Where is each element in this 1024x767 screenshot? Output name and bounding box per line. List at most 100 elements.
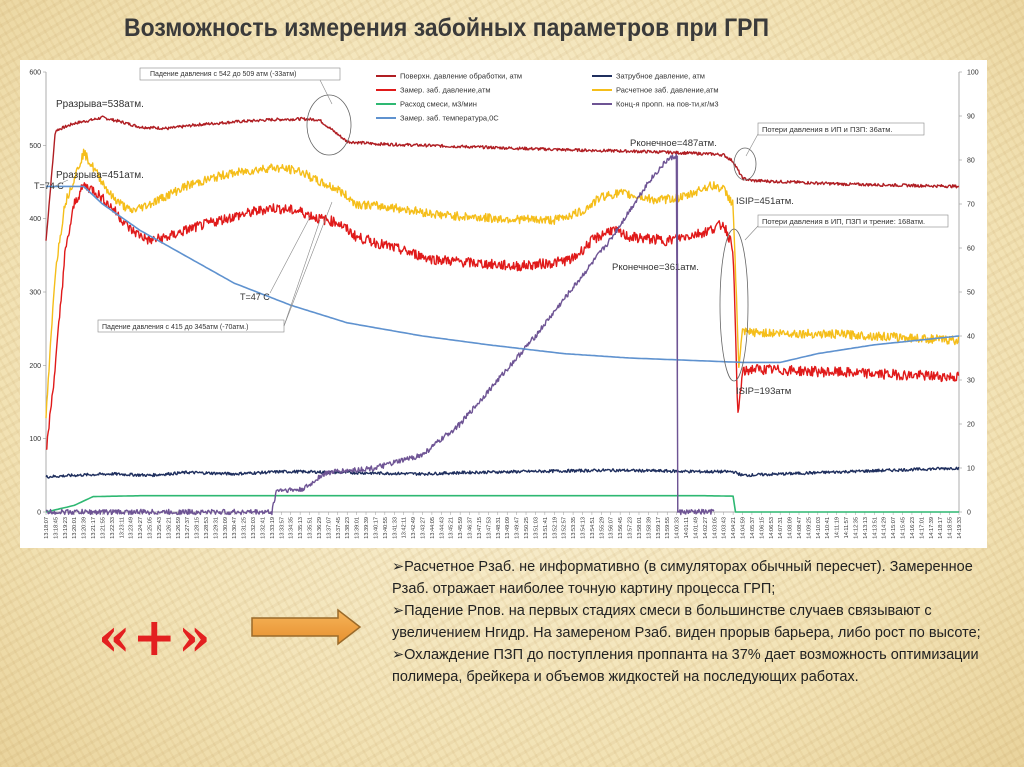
annotation-box (757, 214, 949, 228)
x-tick-label: 14:10:41 (825, 517, 831, 539)
x-tick-label: 14:06:15 (759, 517, 765, 539)
annotation-leader (283, 219, 321, 327)
annotation-ellipse (733, 147, 757, 181)
annotation-leader (319, 79, 333, 105)
x-tick-label: 13:27:37 (185, 517, 191, 539)
x-tick-label: 14:14:29 (882, 517, 888, 539)
legend-label: Затрубное давление, атм (616, 72, 705, 81)
x-tick-label: 14:11:19 (835, 517, 841, 538)
x-tick-label: 13:52:19 (552, 517, 558, 539)
x-tick-label: 13:54:51 (590, 517, 596, 539)
x-tick-label: 13:50:25 (524, 517, 530, 539)
y-right-tick-label: 90 (967, 114, 975, 121)
annotation-leader (744, 225, 759, 241)
x-tick-label: 13:59:17 (656, 517, 662, 539)
y-right-tick-label: 70 (967, 202, 975, 209)
x-tick-label: 13:56:07 (609, 517, 615, 539)
x-tick-label: 13:58:01 (637, 517, 643, 539)
annotation-ellipse (306, 94, 352, 156)
x-tick-label: 14:05:37 (750, 517, 756, 539)
y-right-tick-label: 10 (967, 466, 975, 473)
x-tick-label: 13:51:03 (533, 517, 539, 539)
annotation-leader (283, 201, 333, 327)
x-tick-label: 14:15:07 (891, 517, 897, 539)
x-tick-label: 13:47:53 (486, 517, 492, 539)
x-tick-label: 13:37:45 (336, 517, 342, 539)
x-tick-label: 13:26:21 (166, 517, 172, 539)
x-tick-label: 13:18:07 (44, 517, 50, 539)
series-line (45, 182, 960, 450)
x-tick-label: 13:35:51 (308, 517, 314, 539)
x-tick-label: 13:34:35 (289, 517, 295, 539)
x-tick-label: 13:56:45 (618, 517, 624, 539)
x-tick-label: 14:00:33 (675, 517, 681, 539)
legend-label: Замер. заб. температура,0С (400, 114, 499, 123)
x-tick-label: 14:15:45 (901, 517, 907, 539)
legend-label: Расход смеси, м3/мин (400, 100, 477, 109)
legend-label: Замер. заб. давление,атм (400, 86, 491, 95)
x-tick-label: 13:29:31 (213, 517, 219, 539)
y-left-tick-label: 100 (29, 436, 41, 443)
x-tick-label: 14:19:33 (957, 517, 963, 539)
x-tick-label: 13:43:27 (420, 517, 426, 539)
x-tick-label: 14:17:39 (929, 517, 935, 539)
x-tick-label: 13:46:37 (468, 517, 474, 539)
x-tick-label: 13:23:49 (129, 517, 135, 539)
x-tick-label: 13:20:39 (82, 517, 88, 539)
legend-label: Расчетное заб. давление,атм (616, 86, 719, 95)
annotation-leader (745, 133, 759, 157)
x-tick-label: 13:36:29 (317, 517, 323, 539)
x-tick-label: 14:13:13 (863, 517, 869, 539)
x-tick-label: 13:51:41 (543, 517, 549, 539)
x-tick-label: 14:08:47 (797, 517, 803, 539)
annotation-leader (269, 216, 311, 294)
x-tick-label: 14:03:43 (722, 517, 728, 539)
annotation-label: Т=47 С (240, 292, 270, 302)
x-tick-label: 14:04:21 (731, 517, 737, 539)
x-tick-label: 13:28:53 (204, 517, 210, 539)
y-right-tick-label: 20 (967, 422, 975, 429)
x-tick-label: 14:18:17 (938, 517, 944, 539)
x-tick-label: 13:52:57 (562, 517, 568, 539)
x-tick-label: 13:54:13 (581, 517, 587, 539)
x-tick-label: 13:49:09 (505, 517, 511, 539)
bullet-list: ➢Расчетное Рзаб. не информативно (в симу… (392, 556, 992, 688)
x-tick-label: 13:44:05 (430, 517, 436, 539)
right-arrow-icon (251, 608, 362, 646)
y-right-tick-label: 30 (967, 378, 975, 385)
x-tick-label: 13:44:43 (439, 517, 445, 539)
x-tick-label: 14:07:31 (778, 517, 784, 539)
x-tick-label: 13:32:03 (251, 517, 257, 539)
x-tick-label: 13:40:17 (373, 517, 379, 539)
bullet-item: ➢Падение Рпов. на первых стадиях смеси в… (392, 603, 981, 641)
pressure-chart: 0 100 200 300 400 500 600 0 10 20 30 40 50 60 70 80 90 10… (29, 67, 979, 539)
x-tick-label: 13:25:05 (148, 517, 154, 539)
legend-label: Поверхн. давление обработки, атм (400, 72, 522, 81)
legend-label: Конц-я пропп. на пов-ти,кг/м3 (616, 100, 719, 109)
y-right-tick-label: 60 (967, 246, 975, 253)
x-tick-label: 14:06:53 (769, 517, 775, 539)
annotation-label: Рразрыва=538атм. (56, 99, 144, 110)
x-tick-label: 13:42:49 (411, 517, 417, 539)
x-tick-label: 13:18:45 (53, 517, 59, 539)
x-tick-label: 13:41:33 (392, 517, 398, 539)
series-line (45, 153, 715, 516)
x-tick-label: 13:30:47 (232, 517, 238, 539)
annotation-leader (54, 179, 69, 187)
annotation-label: ISIP=451атм. (736, 196, 794, 207)
annotation-label: Рразрыва=451атм. (56, 170, 144, 181)
x-tick-label: 14:04:59 (741, 517, 747, 539)
y-right-tick-label: 80 (967, 158, 975, 165)
x-tick-label: 13:39:01 (355, 517, 361, 539)
x-tick-label: 13:53:35 (571, 517, 577, 539)
x-tick-label: 13:47:15 (477, 517, 483, 539)
x-tick-label: 13:45:21 (449, 517, 455, 539)
x-tick-label: 13:39:39 (364, 517, 370, 539)
x-tick-label: 13:48:31 (496, 517, 502, 539)
x-tick-label: 14:03:05 (712, 517, 718, 539)
y-left-tick-label: 300 (29, 290, 41, 297)
series-line (45, 466, 960, 479)
bullet-item: ➢Охлаждение ПЗП до поступления проппанта… (392, 647, 979, 685)
chart-panel: 0 100 200 300 400 500 600 0 10 20 30 40 50 60 70 80 90 10… (20, 60, 987, 548)
x-tick-label: 13:35:13 (298, 517, 304, 539)
